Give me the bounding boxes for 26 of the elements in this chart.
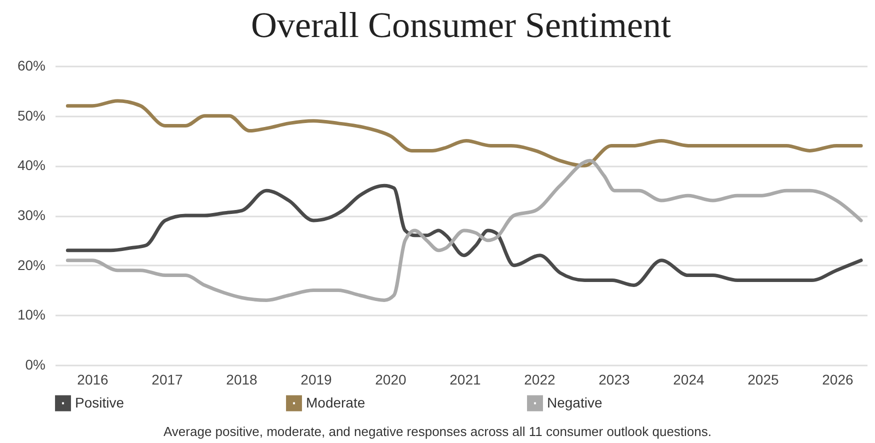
text: Average positive, moderate, and negative responses across all 11 consumer outlook questions. [162, 424, 712, 439]
legend-label: Moderate [306, 394, 366, 410]
x-tick-label: 2025 [748, 372, 779, 388]
y-tick-label: 40% [17, 157, 46, 174]
y-tick-label: 0% [25, 356, 46, 372]
line-series [66, 184, 863, 288]
x-tick-label: 2024 [673, 372, 704, 388]
x-tick-label: 2021 [450, 372, 482, 388]
x-tick-label: 2019 [300, 372, 332, 388]
x-tick-label: 2023 [598, 372, 630, 388]
x-tick-label: 2026 [822, 372, 854, 388]
y-tick-label: 20% [17, 256, 46, 273]
x-tick-label: 2022 [524, 372, 556, 388]
x-tick-label: 2018 [226, 372, 258, 388]
x-tick-label: 2016 [77, 372, 109, 388]
legend-label: Positive [75, 394, 124, 410]
y-tick-label: 50% [17, 107, 46, 124]
x-tick-label: 2017 [152, 372, 184, 388]
line-series [66, 158, 863, 302]
line-series [66, 99, 863, 168]
y-tick-label: 60% [17, 58, 46, 74]
legend-label: Negative [547, 394, 602, 410]
chart-title: Overall Consumer Sentiment [251, 5, 671, 45]
y-tick-label: 10% [17, 306, 46, 323]
y-tick-label: 30% [17, 207, 46, 223]
x-tick-label: 2020 [375, 372, 407, 388]
